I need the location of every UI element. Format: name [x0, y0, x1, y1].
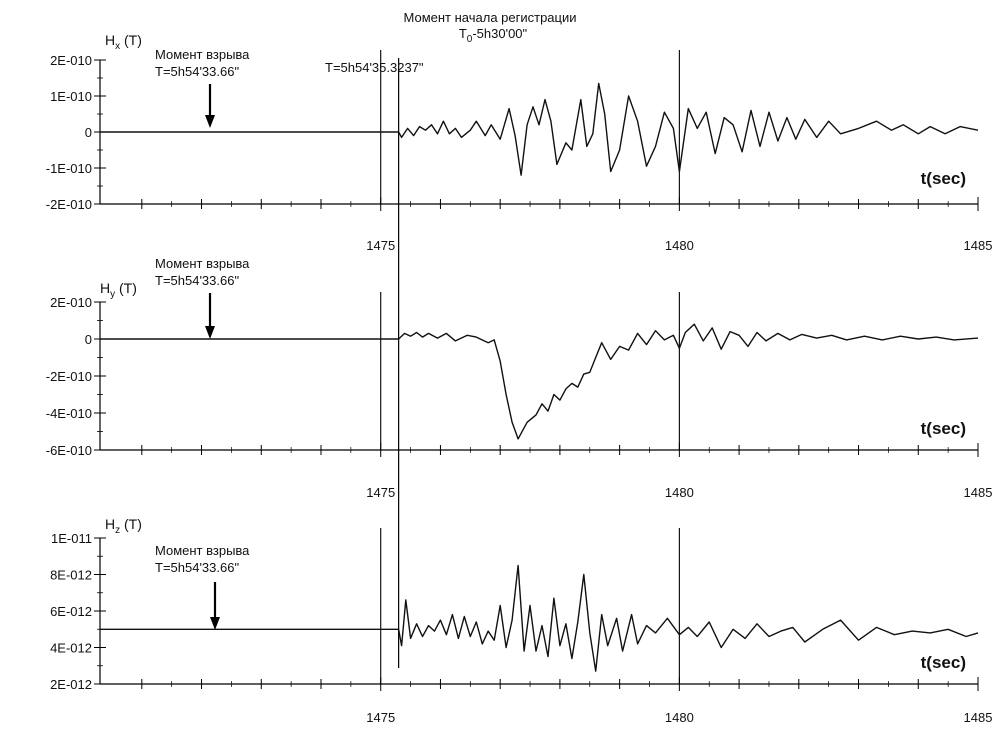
header-line2-t: T [459, 26, 467, 41]
header-line1: Момент начала регистрации [403, 10, 576, 25]
y-tick-label: 1E-011 [51, 531, 92, 546]
y-tick-label: -2E-010 [46, 197, 92, 212]
y-tick-label: 1E-010 [50, 89, 92, 104]
y-axis-label: Hz (T) [105, 516, 142, 536]
header-line2-sub: 0 [467, 34, 473, 45]
x-tick-label: 1480 [665, 485, 694, 500]
y-axis-label: Hy (T) [100, 280, 137, 300]
x-tick-label: 1475 [366, 485, 395, 500]
x-tick-label: 1485 [964, 238, 993, 253]
explosion-label: Момент взрыва [155, 256, 250, 271]
x-tick-label: 1485 [964, 485, 993, 500]
y-tick-label: 2E-010 [50, 295, 92, 310]
x-tick-label: 1475 [366, 238, 395, 253]
y-tick-label: -2E-010 [46, 369, 92, 384]
t-sec-label: t(sec) [921, 169, 966, 188]
explosion-time: T=5h54'33.66" [155, 273, 239, 288]
signal-trace-hx [100, 82, 979, 176]
y-tick-label: 0 [85, 125, 92, 140]
x-tick-label: 1475 [366, 710, 395, 725]
explosion-label: Момент взрыва [155, 47, 250, 62]
y-tick-label: 6E-012 [50, 604, 92, 619]
y-axis-label: Hx (T) [105, 32, 142, 52]
signal-trace-hz [100, 564, 979, 672]
x-tick-label: 1480 [665, 710, 694, 725]
t-sec-label: t(sec) [921, 653, 966, 672]
signal-trace-hy [100, 323, 979, 440]
x-tick-label: 1480 [665, 238, 694, 253]
y-tick-label: 8E-012 [50, 568, 92, 583]
header-line2: T0-5h30'00" [459, 26, 528, 45]
panel-hz: 1E-011 8E-012 6E-012 4E-012 2E-012 1475 1480 14… [50, 516, 992, 725]
y-tick-label: 2E-012 [50, 677, 92, 692]
explosion-time: T=5h54'33.66" [155, 560, 239, 575]
explosion-arrow-head [205, 115, 215, 128]
y-tick-label: 4E-012 [50, 641, 92, 656]
explosion-time: T=5h54'33.66" [155, 64, 239, 79]
y-tick-label: 0 [85, 332, 92, 347]
header-line2-rest: -5h30'00" [472, 26, 527, 41]
explosion-arrow-head [205, 326, 215, 339]
panel-hx: 2E-010 1E-010 0 -1E-010 -2E-010 1475 1480 1485 H… [46, 32, 993, 253]
x-tick-label: 1485 [964, 710, 993, 725]
y-tick-label: -6E-010 [46, 443, 92, 458]
y-tick-label: 2E-010 [50, 53, 92, 68]
y-tick-label: -4E-010 [46, 406, 92, 421]
t-sec-label: t(sec) [921, 419, 966, 438]
explosion-label: Момент взрыва [155, 543, 250, 558]
onset-time-label: T=5h54'35.3237" [325, 60, 424, 75]
y-tick-label: -1E-010 [46, 161, 92, 176]
explosion-arrow-head [210, 617, 220, 630]
panel-hy: 2E-010 0 -2E-010 -4E-010 -6E-010 1475 1480 1485… [46, 256, 993, 500]
